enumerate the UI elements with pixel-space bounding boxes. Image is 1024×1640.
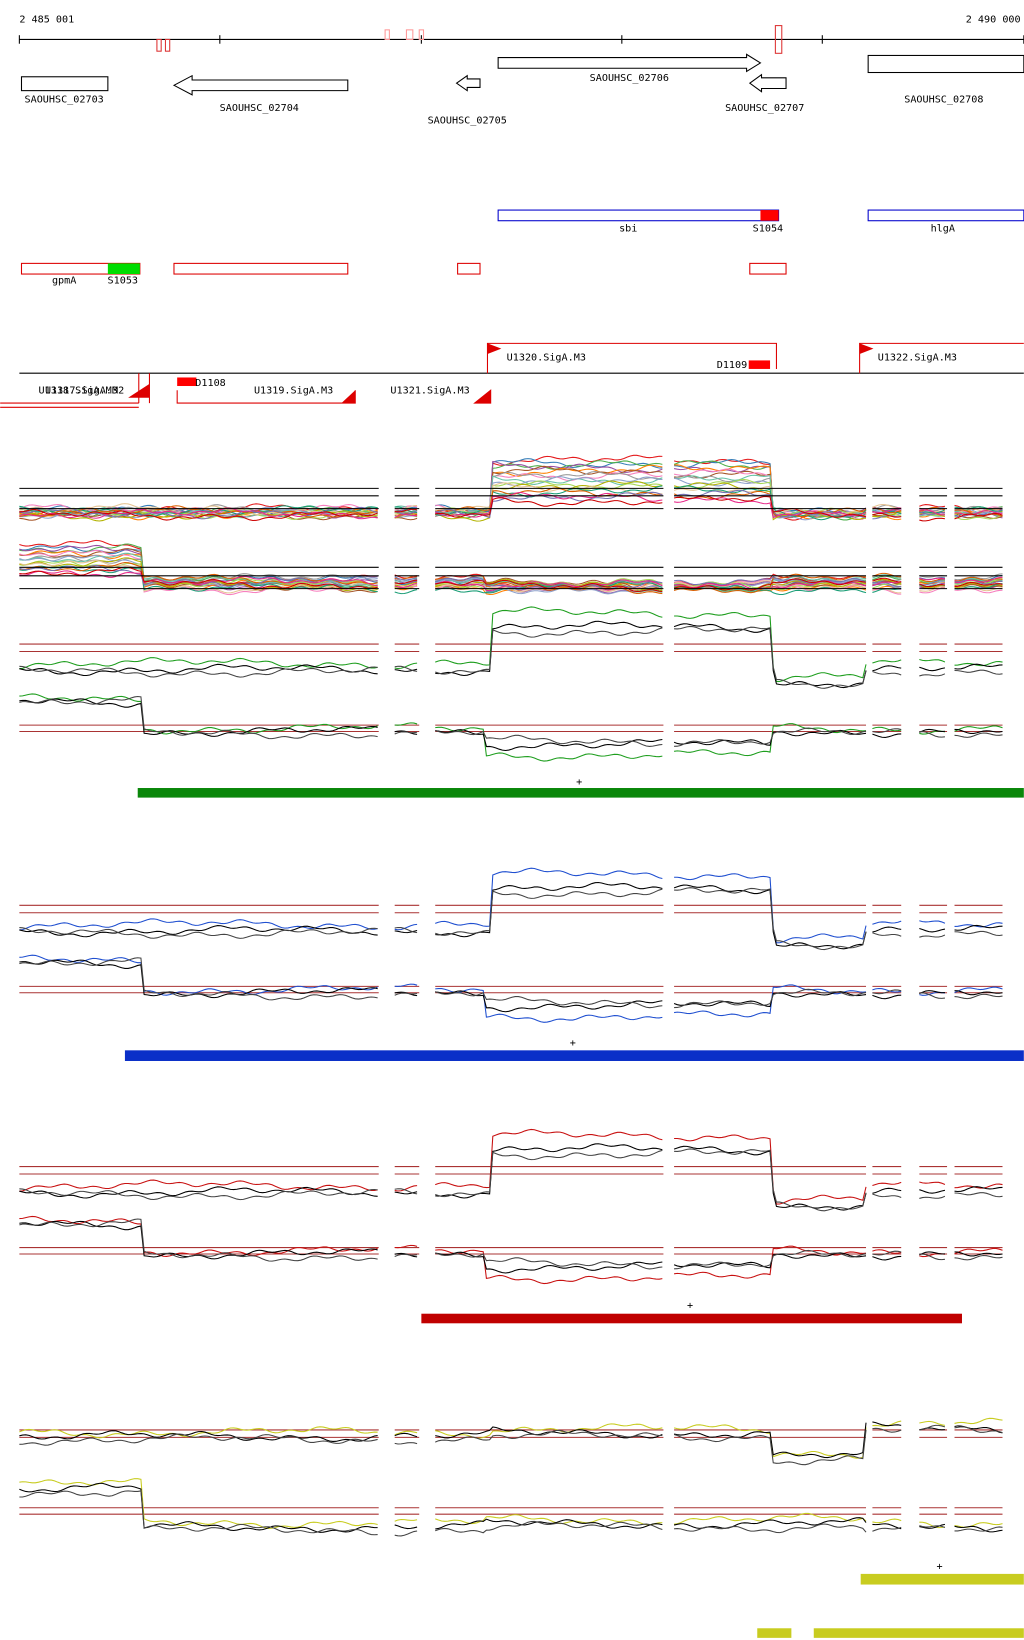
segment-bar <box>813 1628 1024 1638</box>
segment-bar <box>421 1313 962 1324</box>
gene-label: SAOUHSC_02708 <box>904 94 983 105</box>
gene-label: SAOUHSC_02705 <box>428 116 507 127</box>
expression-trace <box>19 625 1003 689</box>
strand-mark: + <box>570 1038 576 1049</box>
expression-trace <box>19 1478 1003 1529</box>
expression-tracks <box>19 454 1003 1537</box>
expression-trace <box>19 1421 1003 1459</box>
ruler-mark <box>156 38 162 52</box>
transcript-label: D1109 <box>717 360 747 371</box>
expression-trace <box>19 1148 1003 1212</box>
feature-label: S1053 <box>108 276 138 287</box>
gene-label: SAOUHSC_02706 <box>590 73 669 84</box>
transcript-box <box>748 360 771 369</box>
ruler-marks <box>156 25 783 54</box>
ruler-start: 2 485 001 <box>19 14 74 25</box>
expression-trace <box>19 867 1003 944</box>
transcript-label: U1321.SigA.M3 <box>390 385 469 396</box>
expression-trace <box>19 1128 1003 1205</box>
gene-box <box>867 54 1024 74</box>
transcript <box>0 373 150 408</box>
gene-box <box>20 76 109 92</box>
transcripts <box>0 342 1024 408</box>
feature-box <box>760 210 779 221</box>
expression-trace <box>19 561 1003 595</box>
feature-label: sbi <box>619 223 637 234</box>
feature-box <box>867 209 1024 222</box>
transcript-label: U1320.SigA.M3 <box>507 352 586 363</box>
transcript-label: U1319.SigA.M3 <box>254 385 333 396</box>
feature-box <box>457 262 481 275</box>
expression-trace <box>19 1215 1003 1285</box>
gene-label: SAOUHSC_02704 <box>220 103 299 114</box>
transcript <box>486 342 777 374</box>
genes <box>20 53 1024 96</box>
expression-trace <box>19 881 1003 950</box>
transcript-label: U1318.SigA.M3 <box>39 385 118 396</box>
expression-trace <box>19 693 1003 762</box>
feature-label: S1054 <box>753 223 783 234</box>
segment-bar <box>124 1050 1024 1061</box>
segment-bar <box>860 1573 1024 1585</box>
gene-arrow <box>497 53 762 73</box>
strand-mark: + <box>937 1562 943 1573</box>
gene-label: SAOUHSC_02703 <box>25 94 104 105</box>
expression-trace <box>19 474 1003 519</box>
gene-label: SAOUHSC_02707 <box>725 103 804 114</box>
transcript-label: U1317.SigA.M2 <box>45 385 124 396</box>
features <box>20 209 1024 275</box>
tss-flag <box>859 343 874 355</box>
transcript-label: U1322.SigA.M3 <box>878 352 957 363</box>
expression-trace <box>19 1490 1003 1537</box>
expression-trace <box>19 957 1003 1009</box>
strand-mark: + <box>687 1300 693 1311</box>
gene-arrow <box>172 74 349 96</box>
feature-label: hlgA <box>931 223 955 234</box>
ruler-mark <box>774 25 783 54</box>
segment-bar <box>757 1628 792 1638</box>
strand-mark: + <box>576 777 582 788</box>
feature-box <box>107 263 140 275</box>
expression-trace <box>19 495 1003 522</box>
expression-trace <box>19 1143 1003 1211</box>
transcript-label: D1108 <box>195 378 225 389</box>
segment-bar <box>137 788 1024 798</box>
gene-arrow <box>455 74 481 92</box>
transcript-box <box>177 377 197 387</box>
feature-box <box>749 262 787 275</box>
feature-box <box>497 209 780 222</box>
expression-trace <box>19 492 1003 520</box>
feature-box <box>173 262 349 275</box>
expression-trace <box>19 606 1003 683</box>
expression-trace <box>19 1218 1003 1270</box>
expression-trace <box>19 695 1003 747</box>
ruler-mark <box>164 38 171 52</box>
ruler-mark <box>405 29 414 40</box>
gene-arrow <box>748 73 787 93</box>
expression-trace <box>19 887 1003 951</box>
tss-flag <box>487 343 502 355</box>
ruler-mark <box>384 29 390 40</box>
expression-trace <box>19 954 1003 1023</box>
segment-bars <box>124 788 1024 1638</box>
ruler-end: 2 490 000 <box>966 14 1021 25</box>
expression-trace <box>19 620 1003 689</box>
expression-trace <box>19 1482 1003 1533</box>
ruler-mark <box>418 29 425 40</box>
feature-label: gpmA <box>52 276 76 287</box>
expression-trace <box>19 1424 1003 1466</box>
